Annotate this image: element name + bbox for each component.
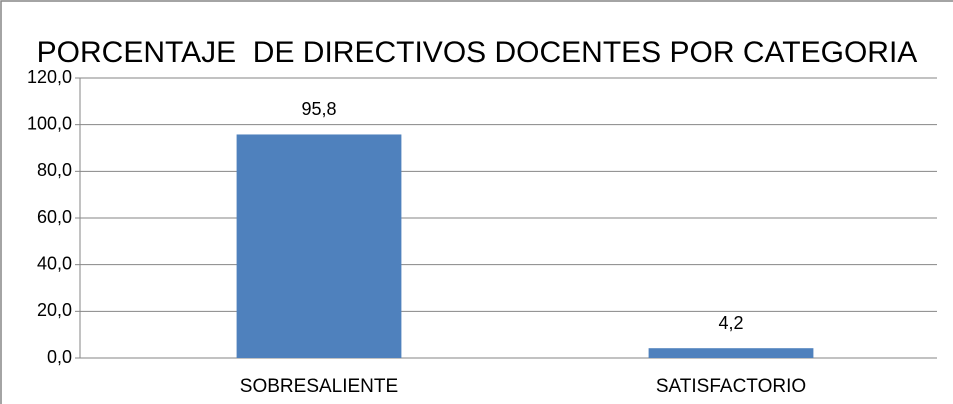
y-tick-label: 60,0 [37, 207, 72, 227]
x-tick-label: SATISFACTORIO [656, 376, 806, 397]
bar [648, 348, 814, 358]
value-label: 4,2 [718, 313, 743, 333]
x-tick-label: SOBRESALIENTE [240, 376, 398, 397]
y-tick-label: 120,0 [27, 67, 72, 87]
y-tick-label: 40,0 [37, 253, 72, 273]
value-label: 95,8 [301, 99, 336, 119]
bar [236, 134, 402, 358]
y-tick-label: 0,0 [47, 347, 72, 367]
y-tick-label: 80,0 [37, 160, 72, 180]
y-tick-label: 100,0 [27, 113, 72, 133]
y-tick-label: 20,0 [37, 300, 72, 320]
chart-title: PORCENTAJE DE DIRECTIVOS DOCENTES POR CA… [37, 36, 918, 69]
